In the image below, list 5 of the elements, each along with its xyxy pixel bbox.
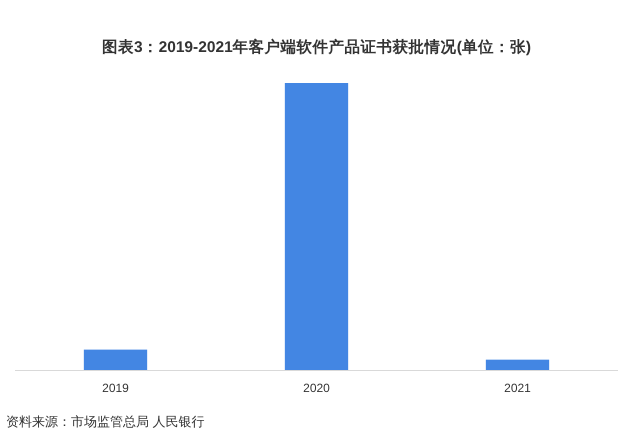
chart-title: 图表3：2019-2021年客户端软件产品证书获批情况(单位：张): [102, 37, 532, 56]
x-tick-label: 2021: [504, 381, 532, 395]
x-tick-label: 2019: [102, 381, 130, 395]
x-tick-label: 2020: [303, 381, 330, 395]
text: 资料来源：市场监管总局 人民银行: [6, 414, 205, 429]
